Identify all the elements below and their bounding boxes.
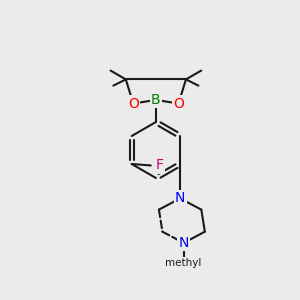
Text: O: O (173, 97, 184, 110)
Text: N: N (175, 191, 185, 206)
Text: methyl: methyl (166, 258, 202, 268)
Text: N: N (178, 236, 189, 250)
Text: F: F (156, 158, 164, 172)
Text: B: B (151, 93, 161, 107)
Text: O: O (128, 97, 139, 110)
